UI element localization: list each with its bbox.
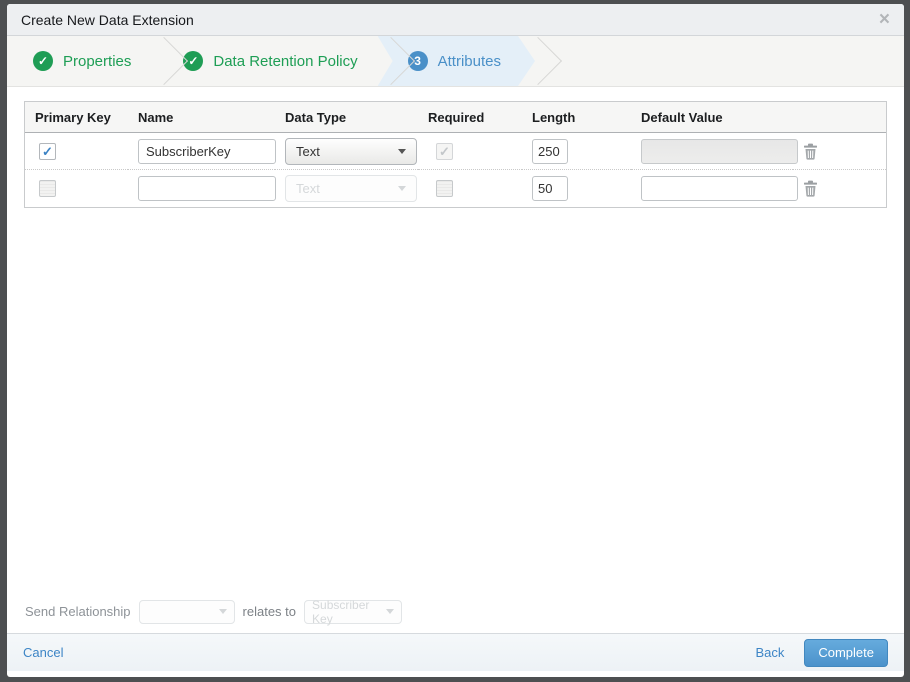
step-properties-label: Properties <box>63 52 132 70</box>
trash-icon <box>804 180 817 197</box>
table-row-2-cell <box>418 170 522 207</box>
caret-down-icon <box>218 609 227 614</box>
caret-down-icon <box>386 609 395 614</box>
back-link[interactable]: Back <box>755 645 785 660</box>
cancel-link[interactable]: Cancel <box>23 645 64 660</box>
step-properties[interactable]: ✓ Properties <box>17 36 161 86</box>
step-data-retention-policy[interactable]: ✓ Data Retention Policy <box>167 36 387 86</box>
data-type-value: Text <box>296 143 320 159</box>
name-input[interactable] <box>138 138 276 164</box>
step-data-retention-policy-label: Data Retention Policy <box>213 52 358 70</box>
caret-down-icon <box>398 148 406 154</box>
delete-row-button[interactable] <box>803 180 818 197</box>
table-row-2-cell: Text <box>275 170 418 207</box>
attributes-table: Primary Key Name Data Type Required Leng… <box>24 101 887 208</box>
table-row-1-cell <box>128 133 276 170</box>
header-length: Length <box>522 102 631 133</box>
close-icon[interactable]: × <box>878 9 890 30</box>
required-checkbox: ✓ <box>436 142 453 160</box>
modal-footer: Cancel Back Complete <box>7 633 904 671</box>
check-icon: ✓ <box>439 143 450 159</box>
complete-button[interactable]: Complete <box>804 638 888 667</box>
table-row-2-cell <box>128 170 276 207</box>
header-name: Name <box>128 102 275 133</box>
step-attributes-label: Attributes <box>437 52 501 70</box>
header-required: Required <box>418 102 522 133</box>
primary-key-checkbox[interactable]: ✓ <box>39 142 56 160</box>
table-row-2-cell <box>631 170 798 207</box>
relates-to-label: relates to <box>242 604 297 619</box>
table-row-2-cell <box>25 170 128 207</box>
check-icon: ✓ <box>42 143 53 159</box>
send-relationship-row: Send Relationship relates to Subscriber … <box>7 597 904 633</box>
modal-title: Create New Data Extension <box>21 11 194 28</box>
send-relationship-label: Send Relationship <box>25 604 131 619</box>
length-input[interactable] <box>532 138 568 164</box>
table-row-1-cell: Text <box>275 133 418 170</box>
primary-key-checkbox[interactable] <box>39 180 56 197</box>
modal-titlebar: Create New Data Extension × <box>7 4 904 36</box>
required-checkbox[interactable] <box>436 180 453 197</box>
create-data-extension-modal: Create New Data Extension × ✓ Properties… <box>7 4 904 677</box>
relates-to-select: Subscriber Key <box>304 597 403 626</box>
table-row-2-cell <box>793 170 886 207</box>
default-value-input[interactable] <box>641 176 798 201</box>
header-data-type: Data Type <box>275 102 418 133</box>
trash-icon <box>804 143 817 160</box>
delete-row-button[interactable] <box>803 143 818 160</box>
step-attributes[interactable]: 3 Attributes <box>378 36 535 86</box>
caret-down-icon <box>398 186 406 191</box>
default-value-input <box>641 138 798 164</box>
length-input[interactable] <box>532 176 568 201</box>
table-row-1-cell <box>631 133 798 170</box>
header-actions <box>793 102 886 133</box>
check-icon: ✓ <box>33 51 53 71</box>
wizard-steps: ✓ Properties ✓ Data Retention Policy 3 A… <box>7 36 904 87</box>
data-type-value: Text <box>296 181 320 196</box>
send-relationship-select <box>138 599 235 624</box>
relates-to-value: Subscriber Key <box>312 597 370 626</box>
table-row-2-cell <box>522 170 631 207</box>
check-icon: ✓ <box>183 51 204 71</box>
table-row-1-cell: ✓ <box>418 133 522 170</box>
header-primary-key: Primary Key <box>25 102 128 133</box>
header-default-value: Default Value <box>631 102 793 133</box>
data-type-select[interactable]: Text <box>285 137 417 165</box>
data-type-select: Text <box>285 175 417 202</box>
step-number-badge: 3 <box>408 51 428 71</box>
attributes-panel: Primary Key Name Data Type Required Leng… <box>7 87 904 633</box>
table-row-1-cell: ✓ <box>25 133 128 170</box>
table-row-1-cell <box>522 133 631 170</box>
table-row-1-cell <box>793 133 886 170</box>
name-input[interactable] <box>138 176 276 201</box>
